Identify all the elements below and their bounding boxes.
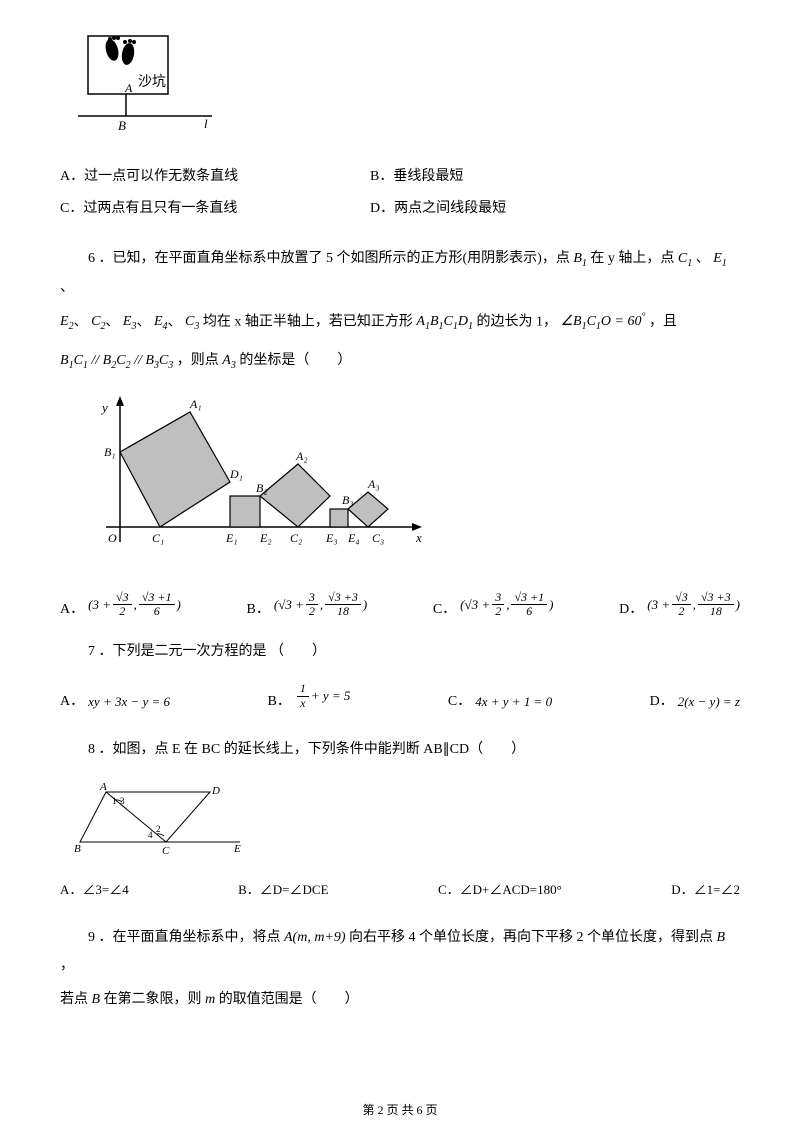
svg-text:E₃: E₃ <box>325 531 338 545</box>
q8-text: 8 ．如图，点 E 在 BC 的延长线上，下列条件中能判断 AB∥CD（ ） <box>60 736 740 764</box>
q6-line3: B1C1 // B2C2 // B3C3 ，则点 A3 的坐标是（ ） <box>60 347 740 376</box>
svg-text:C: C <box>162 845 170 857</box>
q6-options: A． (3 + √32, √3 +16) B． (√3 + 32, √3 +31… <box>60 591 740 618</box>
q6-text: 6 ．已知，在平面直角坐标系中放置了 5 个如图所示的正方形(用阴影表示)，点 … <box>60 245 740 302</box>
svg-text:E₄: E₄ <box>347 531 360 545</box>
q6-opt-C: C． (√3 + 32, √3 +16) <box>433 591 554 618</box>
q7-opt-A: A． xy + 3x − y = 6 <box>60 682 170 709</box>
label-l: l <box>204 116 208 131</box>
q7-opt-B: B． 1x + y = 5 <box>268 682 351 709</box>
q6-B1: B1 <box>573 251 587 266</box>
q5-options-row2: C．过两点有且只有一条直线 D．两点之间线段最短 <box>60 197 740 217</box>
q7-options: A． xy + 3x − y = 6 B． 1x + y = 5 C． 4x +… <box>60 682 740 709</box>
svg-text:2: 2 <box>156 824 161 834</box>
q5-opt-B: B．垂线段最短 <box>370 165 740 185</box>
svg-text:C₃: C₃ <box>372 531 384 545</box>
q8-opt-B: B．∠D=∠DCE <box>238 879 328 898</box>
svg-text:E: E <box>233 843 241 855</box>
svg-text:B₂: B₂ <box>256 481 268 495</box>
svg-text:C₂: C₂ <box>290 531 302 545</box>
q6-opt-D: D． (3 + √32, √3 +318) <box>619 591 740 618</box>
q6-E1: E1 <box>713 251 727 266</box>
svg-text:B: B <box>74 843 81 855</box>
page-footer: 第 2 页 共 6 页 <box>0 1101 800 1118</box>
label-A: A <box>124 81 133 95</box>
q6-opt-B: B． (√3 + 32, √3 +318) <box>247 591 368 618</box>
svg-text:A₁: A₁ <box>189 397 202 411</box>
q6-line2: E2、 C2、 E3、 E4、 C3 均在 x 轴正半轴上，若已知正方形 A1B… <box>60 308 740 337</box>
label-B: B <box>118 118 126 133</box>
figure-q6-svg: y x O B₁ A₁ D₁ C₁ E₁ B₂ A₂ E₂ C₂ E₃ B₃ A… <box>90 392 430 562</box>
q9-line2: 若点 B 在第二象限，则 m 的取值范围是（ ） <box>60 986 740 1014</box>
svg-text:O: O <box>108 531 117 545</box>
q8-options: A．∠3=∠4 B．∠D=∠DCE C．∠D+∠ACD=180° D．∠1=∠2 <box>60 879 740 898</box>
svg-text:B₃: B₃ <box>342 493 354 507</box>
q6-pre: 6 ．已知，在平面直角坐标系中放置了 5 个如图所示的正方形(用阴影表示)，点 <box>88 251 570 266</box>
q5-opt-A: A．过一点可以作无数条直线 <box>60 165 370 185</box>
svg-text:E₁: E₁ <box>225 531 238 545</box>
svg-text:C₁: C₁ <box>152 531 164 545</box>
q7-text: 7 ．下列是二元一次方程的是 （ ） <box>60 638 740 666</box>
q6-mid1: 在 y 轴上，点 <box>590 251 674 266</box>
svg-text:4: 4 <box>148 830 153 840</box>
q6-C1: C1 <box>678 251 692 266</box>
q5-opt-C: C．过两点有且只有一条直线 <box>60 197 370 217</box>
svg-text:x: x <box>415 530 422 545</box>
figure-q6: y x O B₁ A₁ D₁ C₁ E₁ B₂ A₂ E₂ C₂ E₃ B₃ A… <box>90 392 740 567</box>
figure-q8-svg: A D B C E 1 3 2 4 <box>70 780 250 858</box>
q8-opt-C: C．∠D+∠ACD=180° <box>438 879 562 898</box>
svg-text:1: 1 <box>112 796 117 806</box>
svg-text:A₃: A₃ <box>367 477 380 491</box>
svg-text:y: y <box>100 400 108 415</box>
label-pit: 沙坑 <box>138 74 166 90</box>
q6-comma1: 、 <box>696 251 710 266</box>
svg-text:D₁: D₁ <box>229 467 243 481</box>
q6-comma2: 、 <box>60 280 74 295</box>
figure-q5-svg: 沙坑 A B l <box>70 30 220 140</box>
svg-text:B₁: B₁ <box>104 445 116 459</box>
q5-opt-D: D．两点之间线段最短 <box>370 197 740 217</box>
svg-text:A₂: A₂ <box>295 449 308 463</box>
svg-text:A: A <box>99 781 107 793</box>
svg-text:D: D <box>211 785 220 797</box>
q9-line1: 9 ．在平面直角坐标系中，将点 A(m, m+9) 向右平移 4 个单位长度，再… <box>60 924 740 980</box>
figure-q8: A D B C E 1 3 2 4 <box>70 780 740 863</box>
q7-opt-D: D． 2(x − y) = z <box>650 682 740 709</box>
q8-opt-A: A．∠3=∠4 <box>60 879 129 898</box>
q8-opt-D: D．∠1=∠2 <box>671 879 740 898</box>
q7-opt-C: C． 4x + y + 1 = 0 <box>448 682 552 709</box>
figure-q5: 沙坑 A B l <box>70 30 740 145</box>
q5-options-row1: A．过一点可以作无数条直线 B．垂线段最短 <box>60 165 740 185</box>
svg-text:E₂: E₂ <box>259 531 272 545</box>
q6-opt-A: A． (3 + √32, √3 +16) <box>60 591 181 618</box>
